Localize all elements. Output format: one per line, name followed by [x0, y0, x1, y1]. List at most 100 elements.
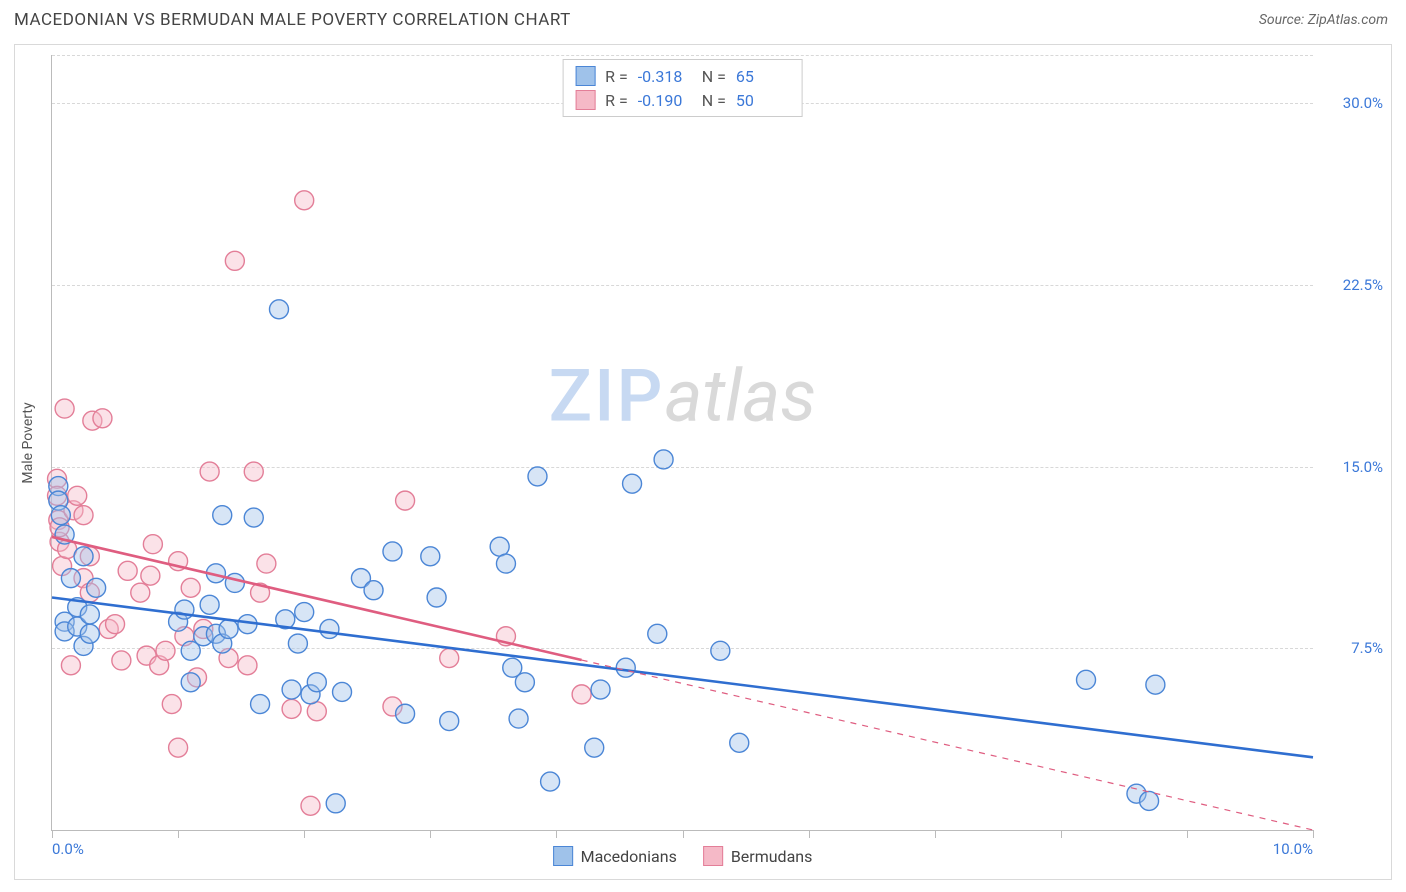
- data-point: [74, 547, 93, 566]
- data-point: [288, 634, 307, 653]
- data-point: [61, 656, 80, 675]
- plot-area: Male Poverty ZIPatlas R = -0.318 N = 65 …: [51, 55, 1313, 831]
- x-tick-label: 10.0%: [1273, 840, 1313, 858]
- data-point: [169, 738, 188, 757]
- stat-n-label: N =: [702, 91, 726, 110]
- data-point: [383, 542, 402, 561]
- y-axis-label: Male Poverty: [20, 402, 36, 483]
- y-tick-label: 22.5%: [1343, 276, 1383, 294]
- data-point: [301, 796, 320, 815]
- data-point: [515, 673, 534, 692]
- series-legend: Macedonians Bermudans: [553, 846, 813, 866]
- stat-n-value: 50: [736, 91, 790, 110]
- data-point: [219, 619, 238, 638]
- data-point: [282, 699, 301, 718]
- data-point: [244, 508, 263, 527]
- data-point: [200, 595, 219, 614]
- data-point: [295, 191, 314, 210]
- trend-line: [52, 598, 1313, 758]
- stat-r-label: R =: [605, 67, 628, 86]
- data-point: [68, 486, 87, 505]
- data-point: [440, 649, 459, 668]
- data-point: [427, 588, 446, 607]
- swatch-bermudans: [575, 90, 595, 110]
- x-tick: [809, 830, 810, 838]
- scatter-svg: [52, 55, 1313, 830]
- stat-r-label: R =: [605, 91, 628, 110]
- stat-r-value: -0.190: [638, 91, 692, 110]
- data-point: [1146, 675, 1165, 694]
- data-point: [648, 624, 667, 643]
- data-point: [307, 673, 326, 692]
- x-tick: [430, 830, 431, 838]
- data-point: [654, 450, 673, 469]
- data-point: [496, 554, 515, 573]
- x-tick: [556, 830, 557, 838]
- stat-n-label: N =: [702, 67, 726, 86]
- data-point: [74, 506, 93, 525]
- chart-title: MACEDONIAN VS BERMUDAN MALE POVERTY CORR…: [14, 10, 571, 30]
- data-point: [269, 300, 288, 319]
- data-point: [282, 680, 301, 699]
- data-point: [623, 474, 642, 493]
- data-point: [711, 641, 730, 660]
- stat-n-value: 65: [736, 67, 790, 86]
- data-point: [106, 615, 125, 634]
- legend-item-bermudans: Bermudans: [703, 846, 813, 866]
- x-tick: [52, 830, 53, 838]
- stats-row-bermudans: R = -0.190 N = 50: [575, 88, 790, 112]
- data-point: [320, 619, 339, 638]
- source-attribution: Source: ZipAtlas.com: [1259, 12, 1388, 28]
- x-tick: [935, 830, 936, 838]
- legend-label: Bermudans: [731, 847, 813, 866]
- data-point: [591, 680, 610, 699]
- x-tick: [1187, 830, 1188, 838]
- data-point: [200, 462, 219, 481]
- y-tick-label: 30.0%: [1343, 94, 1383, 112]
- x-tick: [1313, 830, 1314, 838]
- stats-legend: R = -0.318 N = 65 R = -0.190 N = 50: [562, 59, 803, 117]
- legend-item-macedonians: Macedonians: [553, 846, 677, 866]
- data-point: [528, 467, 547, 486]
- data-point: [51, 506, 70, 525]
- x-tick: [178, 830, 179, 838]
- swatch-bermudans: [703, 846, 723, 866]
- data-point: [118, 561, 137, 580]
- data-point: [80, 624, 99, 643]
- data-point: [93, 409, 112, 428]
- swatch-macedonians: [553, 846, 573, 866]
- data-point: [156, 641, 175, 660]
- data-point: [181, 673, 200, 692]
- swatch-macedonians: [575, 66, 595, 86]
- y-tick-label: 7.5%: [1351, 639, 1383, 657]
- data-point: [364, 581, 383, 600]
- data-point: [585, 738, 604, 757]
- data-point: [181, 578, 200, 597]
- x-tick: [304, 830, 305, 838]
- chart-frame: Male Poverty ZIPatlas R = -0.318 N = 65 …: [14, 44, 1392, 880]
- data-point: [225, 251, 244, 270]
- x-tick-label: 0.0%: [52, 840, 84, 858]
- data-point: [396, 704, 415, 723]
- y-tick-label: 15.0%: [1343, 458, 1383, 476]
- data-point: [112, 651, 131, 670]
- data-point: [55, 399, 74, 418]
- data-point: [251, 695, 270, 714]
- data-point: [162, 695, 181, 714]
- trend-line-extrapolated: [582, 660, 1313, 830]
- data-point: [238, 656, 257, 675]
- data-point: [307, 702, 326, 721]
- x-tick: [683, 830, 684, 838]
- data-point: [131, 583, 150, 602]
- stats-row-macedonians: R = -0.318 N = 65: [575, 64, 790, 88]
- data-point: [143, 535, 162, 554]
- data-point: [616, 658, 635, 677]
- data-point: [326, 794, 345, 813]
- data-point: [333, 682, 352, 701]
- data-point: [244, 462, 263, 481]
- x-tick: [1061, 830, 1062, 838]
- data-point: [141, 566, 160, 585]
- data-point: [541, 772, 560, 791]
- data-point: [87, 578, 106, 597]
- data-point: [1077, 670, 1096, 689]
